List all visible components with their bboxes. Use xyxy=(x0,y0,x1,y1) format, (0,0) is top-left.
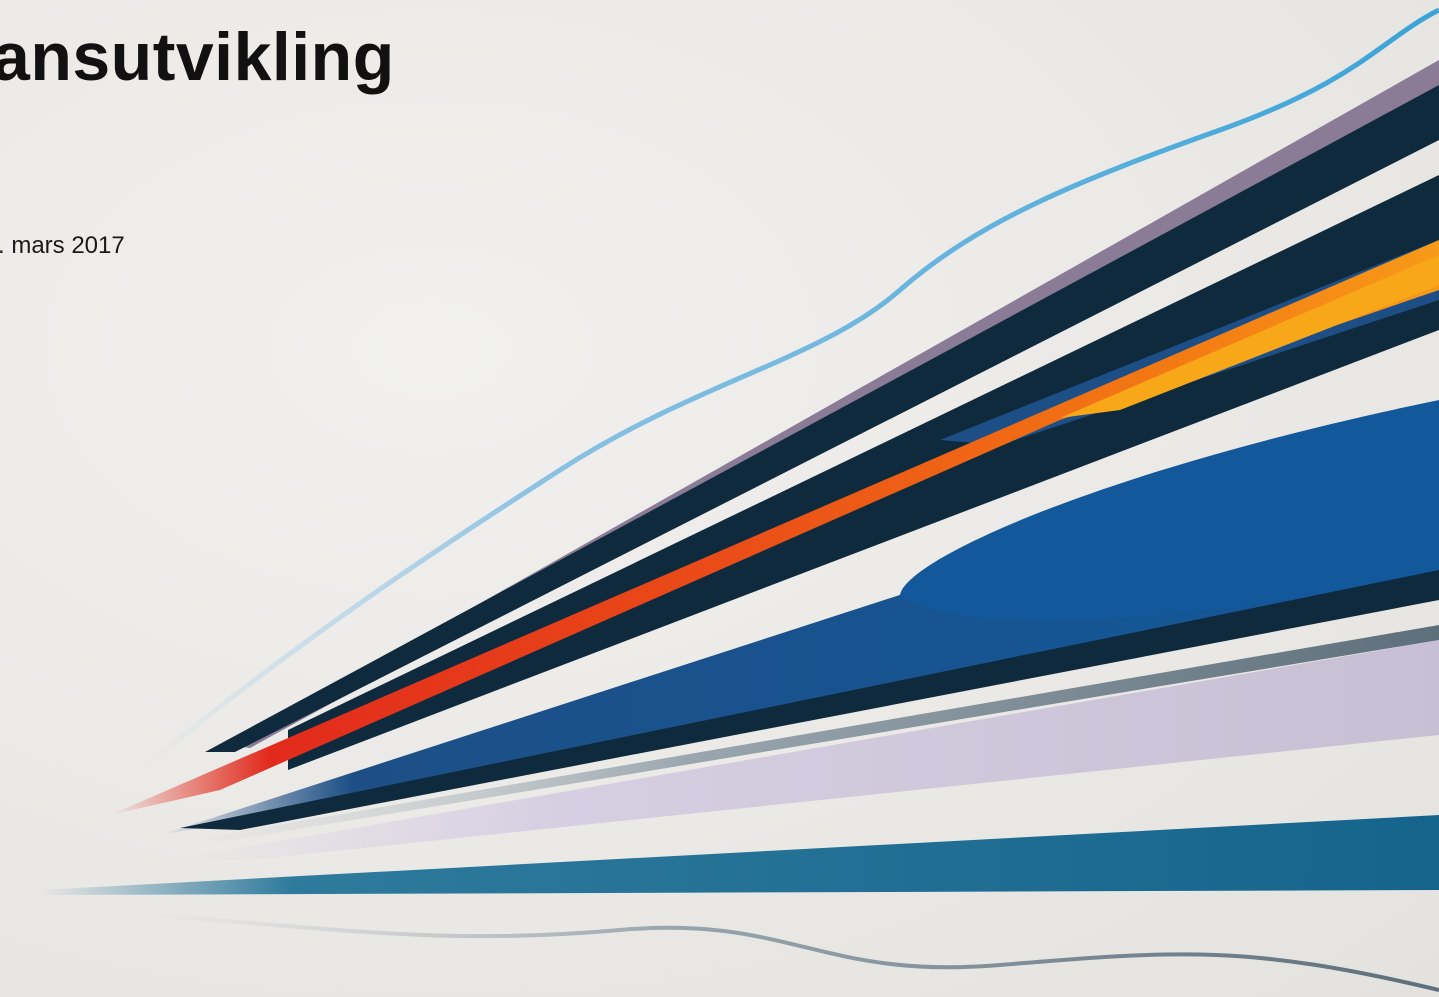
slide-date: . mars 2017 xyxy=(0,232,125,259)
slide-title: ansutvikling xyxy=(0,19,395,95)
